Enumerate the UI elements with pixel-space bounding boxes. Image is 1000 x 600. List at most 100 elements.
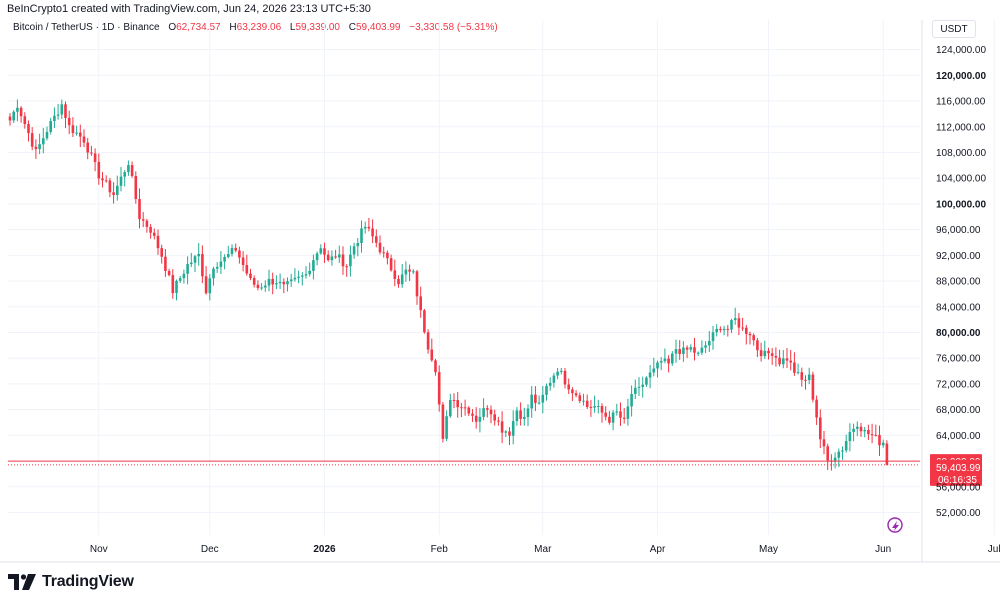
candle <box>748 331 752 345</box>
candle-body <box>545 385 548 395</box>
candle-body <box>604 412 607 417</box>
candle <box>545 383 548 401</box>
replay-icon[interactable] <box>887 517 903 533</box>
candle <box>82 129 86 148</box>
candle-body <box>130 165 134 176</box>
candle-body <box>745 327 748 334</box>
candle <box>719 326 722 333</box>
candle-body <box>493 414 496 421</box>
candle <box>23 112 27 129</box>
candle <box>841 446 844 460</box>
candle-body <box>585 400 589 407</box>
candle <box>593 395 596 413</box>
candle <box>286 277 289 292</box>
candle-body <box>870 434 874 436</box>
candle-body <box>149 226 152 233</box>
candle-body <box>770 353 774 356</box>
candle <box>12 110 15 123</box>
candle-body <box>515 410 519 422</box>
candle <box>489 405 493 424</box>
y-tick-label: 104,000.00 <box>936 174 986 185</box>
candle <box>859 423 863 437</box>
candle <box>230 244 234 257</box>
candle-body <box>652 368 656 373</box>
currency-button[interactable]: USDT <box>932 20 976 38</box>
candle <box>437 365 441 412</box>
symbol-title[interactable]: Bitcoin / TetherUS · 1D · Binance <box>13 22 160 33</box>
candle <box>389 254 393 272</box>
candle-body <box>138 199 141 220</box>
candle-body <box>42 138 45 145</box>
candle-body <box>548 382 552 386</box>
candle <box>42 127 45 154</box>
candle <box>223 254 226 270</box>
candle <box>708 331 711 352</box>
candle-body <box>86 142 89 153</box>
candle <box>800 367 804 387</box>
candle-body <box>730 320 733 330</box>
candle <box>419 286 422 318</box>
candle <box>119 167 123 192</box>
candle-body <box>467 407 471 414</box>
candle <box>323 242 326 263</box>
candle-body <box>682 347 685 354</box>
candle <box>515 407 519 426</box>
candle-body <box>304 274 308 276</box>
candle <box>71 117 75 138</box>
candle-body <box>722 328 726 331</box>
candle-body <box>733 318 737 321</box>
candle <box>249 268 252 281</box>
candle-body <box>711 332 715 342</box>
candle-body <box>171 275 175 294</box>
candle-body <box>508 431 511 436</box>
candle-body <box>474 415 478 422</box>
candle-body <box>482 408 485 417</box>
candle <box>467 406 471 417</box>
candle <box>656 360 659 378</box>
candle-body <box>252 278 256 285</box>
candle-layer <box>8 99 889 471</box>
candle-body <box>530 394 533 409</box>
candle-body <box>178 278 182 281</box>
y-tick-label: 108,000.00 <box>936 148 986 159</box>
candle-body <box>141 219 145 221</box>
candle-body <box>153 232 156 236</box>
candle <box>108 177 112 198</box>
candle <box>75 125 78 136</box>
candle-body <box>186 264 189 274</box>
candle <box>30 127 34 151</box>
candle <box>412 269 415 275</box>
candle <box>456 392 459 418</box>
candle <box>497 416 500 426</box>
candle <box>537 395 541 405</box>
candle-body <box>837 451 841 458</box>
candle-body <box>134 175 138 200</box>
candle-body <box>315 253 319 261</box>
candle <box>315 251 319 266</box>
candle <box>378 235 382 255</box>
candle-body <box>523 416 526 419</box>
candle-body <box>289 279 293 282</box>
candle-body <box>23 116 27 125</box>
candle-body <box>112 192 115 196</box>
candle-body <box>445 416 448 439</box>
candle-body <box>386 252 389 259</box>
candle <box>282 278 286 294</box>
candle <box>175 279 178 301</box>
candle-body <box>64 104 67 118</box>
candle <box>511 410 515 445</box>
last-price-label: 59,403.99 <box>936 463 981 474</box>
candle <box>134 171 138 204</box>
candle <box>548 377 552 391</box>
candle <box>585 394 589 410</box>
candle <box>674 339 678 363</box>
candle-body <box>689 347 693 350</box>
candle <box>64 101 67 129</box>
close-label: C <box>348 22 356 33</box>
candle <box>671 351 674 366</box>
candle <box>141 211 145 228</box>
footer-logo[interactable]: TradingView <box>8 571 134 593</box>
candle <box>523 407 526 426</box>
candle <box>556 367 559 380</box>
